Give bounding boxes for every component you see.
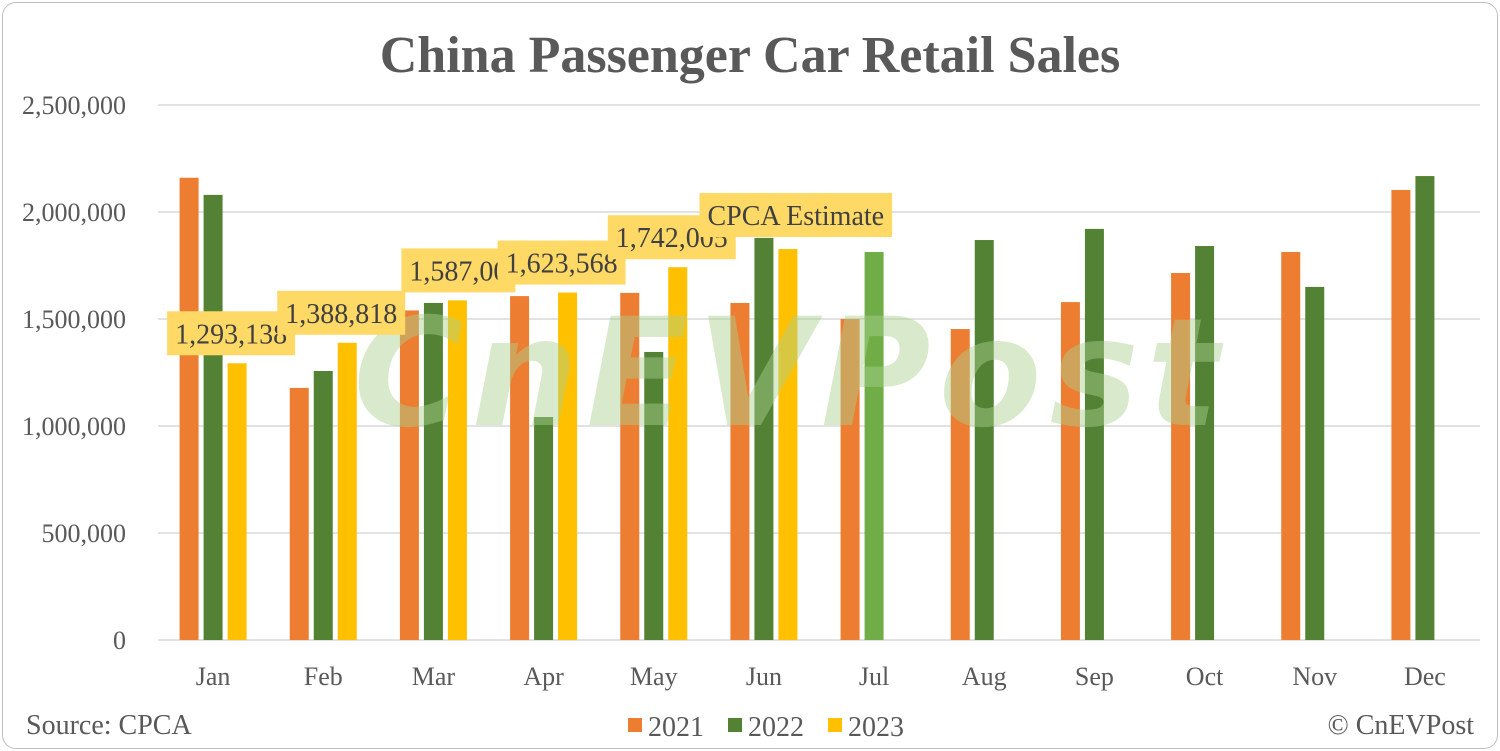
bar-2021-feb [289,387,309,640]
data-label-text: 1,623,568 [506,249,618,280]
x-tick-label: Nov [1292,662,1337,691]
bar-2022-nov [1305,286,1325,640]
x-tick-label: Jul [859,662,889,691]
bar-2021-jan [179,177,199,640]
legend-swatch-2021 [628,718,642,732]
x-tick-label: Aug [962,662,1007,691]
annotation-label-text: CPCA Estimate [708,201,885,232]
bar-2021-dec [1391,189,1411,640]
bar-2021-mar [399,310,419,640]
bar-2021-nov [1281,252,1301,640]
y-tick-label: 2,000,000 [22,198,126,227]
bar-2022-dec [1415,176,1435,640]
y-tick-label: 1,000,000 [22,412,126,441]
bar-2023-may [668,267,688,640]
legend-label: 2022 [748,712,804,743]
bar-2021-apr [510,296,530,640]
bar-2021-sep [1060,302,1080,640]
chart-title: China Passenger Car Retail Sales [379,27,1121,84]
legend-label: 2021 [648,712,704,743]
annotation-label: CPCA Estimate [699,193,893,238]
legend-swatch-2022 [728,718,742,732]
bar-2021-jun [730,302,750,640]
x-tick-label: Apr [523,662,564,691]
data-label: 1,623,568 [497,240,626,285]
x-tick-label: Mar [412,662,456,691]
bar-2022-mar [423,302,443,640]
y-tick-label: 2,500,000 [22,91,126,120]
bar-2022-jan [203,194,223,640]
x-tick-label: Feb [304,662,343,691]
data-label: 1,388,818 [277,290,406,335]
bar-2021-oct [1171,272,1191,640]
data-label-text: 1,293,138 [175,319,287,350]
bar-2022-feb [313,371,333,640]
x-tick-label: Oct [1186,662,1224,691]
x-tick-label: Sep [1075,662,1114,691]
bar-2022-apr [534,417,554,640]
watermark: CnEVPost [353,287,1226,461]
source-note: Source: CPCA [26,710,192,741]
y-tick-label: 1,500,000 [22,305,126,334]
x-tick-label: May [630,662,678,691]
bar-2023-mar [447,300,467,640]
legend-swatch-2023 [828,718,842,732]
label-box [497,240,626,285]
bar-2023-feb [337,342,357,640]
bar-2022-jun [754,237,774,641]
x-tick-label: Dec [1404,662,1446,691]
legend-label: 2023 [848,712,904,743]
y-tick-label: 500,000 [42,519,127,548]
y-tick-label: 0 [113,626,126,655]
bar-2023-jan [227,363,247,640]
copyright-note: © CnEVPost [1327,710,1474,741]
label-box [277,290,406,335]
bar-2021-may [620,292,640,640]
bar-2022-may [644,351,664,640]
bar-2023-apr [558,292,578,640]
bar-2021-aug [950,329,970,640]
bar-2023-jun [778,249,798,640]
label-box [699,193,893,238]
data-label: 1,587,00 [401,248,516,293]
data-label-text: 1,587,00 [409,256,507,287]
bar-2022-jul [864,252,884,640]
x-tick-label: Jun [746,662,782,691]
label-box [167,311,296,356]
bar-2021-jul [840,319,860,640]
x-tick-label: Jan [196,662,231,691]
bar-2022-oct [1195,246,1215,640]
bar-2022-aug [974,240,994,640]
label-box [401,248,516,293]
data-label: 1,293,138 [167,311,296,356]
data-label-text: 1,388,818 [285,299,397,330]
bar-2022-sep [1084,228,1104,640]
